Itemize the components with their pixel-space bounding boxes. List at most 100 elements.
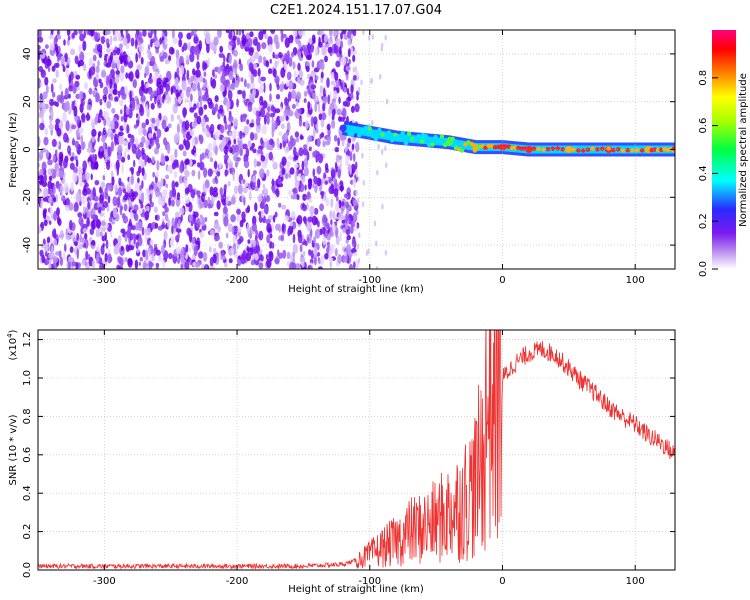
noise-blob [315,154,319,163]
noise-blob [39,168,44,175]
noise-blob [53,210,57,221]
noise-blob [226,232,229,239]
noise-blob [191,137,196,147]
noise-blob [361,201,365,208]
noise-blob [314,247,318,257]
noise-blob [118,90,121,98]
noise-blob [312,127,316,139]
noise-blob [228,115,234,123]
noise-blob [108,216,113,223]
noise-blob [109,120,115,130]
noise-blob [355,209,359,216]
noise-blob [381,203,384,210]
noise-blob [49,206,53,216]
noise-blob [202,60,206,72]
signal-point [344,120,349,126]
noise-blob [307,100,311,111]
spectrogram-grid [38,30,675,269]
noise-blob [239,147,243,157]
noise-blob [280,106,283,112]
noise-blob [249,132,255,141]
signal-point [500,144,505,149]
noise-blob [148,89,154,96]
noise-blob [196,162,201,168]
noise-blob [318,113,323,121]
noise-blob [154,95,157,105]
noise-blob [110,141,114,152]
noise-blob [50,30,54,35]
noise-blob [345,73,349,81]
noise-blob [247,205,250,213]
noise-blob [56,34,62,40]
noise-blob [67,39,70,46]
noise-blob [83,63,87,72]
signal-point [526,147,532,152]
noise-blob [159,84,164,95]
noise-blob [73,241,78,247]
noise-blob [246,223,250,235]
noise-blob [252,170,257,175]
y-tick-label: 20 [22,95,33,108]
noise-blob [170,199,175,207]
noise-blob [176,192,181,201]
noise-blob [343,66,347,73]
noise-blob [340,56,347,66]
noise-blob [345,155,349,164]
noise-blob [114,184,118,193]
noise-blob [169,239,174,247]
noise-blob [347,137,352,144]
noise-blob [162,93,166,100]
signal-point [413,137,418,143]
noise-blob [160,245,165,255]
noise-blob [95,229,101,238]
noise-blob [117,186,123,197]
noise-blob [82,205,86,215]
noise-blob [375,240,378,247]
noise-blob [355,189,358,196]
noise-blob [92,122,95,131]
noise-blob [230,121,233,127]
signal-point [486,143,491,149]
noise-blob [151,156,155,164]
signal-point [367,126,372,131]
noise-blob [112,30,116,36]
noise-blob [293,163,299,168]
noise-blob [101,135,106,143]
noise-blob [353,252,358,257]
noise-blob [223,145,229,155]
noise-blob [155,264,159,269]
noise-blob [313,207,319,215]
noise-blob [125,72,129,79]
noise-blob [245,252,252,262]
noise-blob [266,234,270,244]
noise-blob [95,65,100,74]
noise-blob [296,215,303,225]
noise-blob [262,183,266,190]
noise-blob [349,150,353,162]
signal-point [581,148,586,153]
noise-blob [176,123,181,134]
noise-blob [213,222,220,230]
noise-blob [306,191,311,201]
noise-blob [371,119,374,126]
signal-point [635,148,640,153]
noise-blob [160,177,164,186]
noise-blob [129,218,132,226]
noise-blob [57,53,60,63]
noise-blob [123,112,128,123]
noise-blob [252,175,256,183]
noise-blob [213,160,218,170]
noise-blob [183,175,187,184]
noise-blob [79,233,82,242]
noise-blob [79,179,83,188]
noise-blob [154,214,158,221]
noise-blob [148,132,153,139]
noise-blob [288,80,294,90]
noise-blob [150,122,155,129]
noise-blob [286,50,290,61]
noise-blob [218,162,222,170]
noise-blob [300,257,305,263]
noise-blob [328,37,334,45]
noise-blob [229,247,234,256]
noise-blob [172,37,178,44]
